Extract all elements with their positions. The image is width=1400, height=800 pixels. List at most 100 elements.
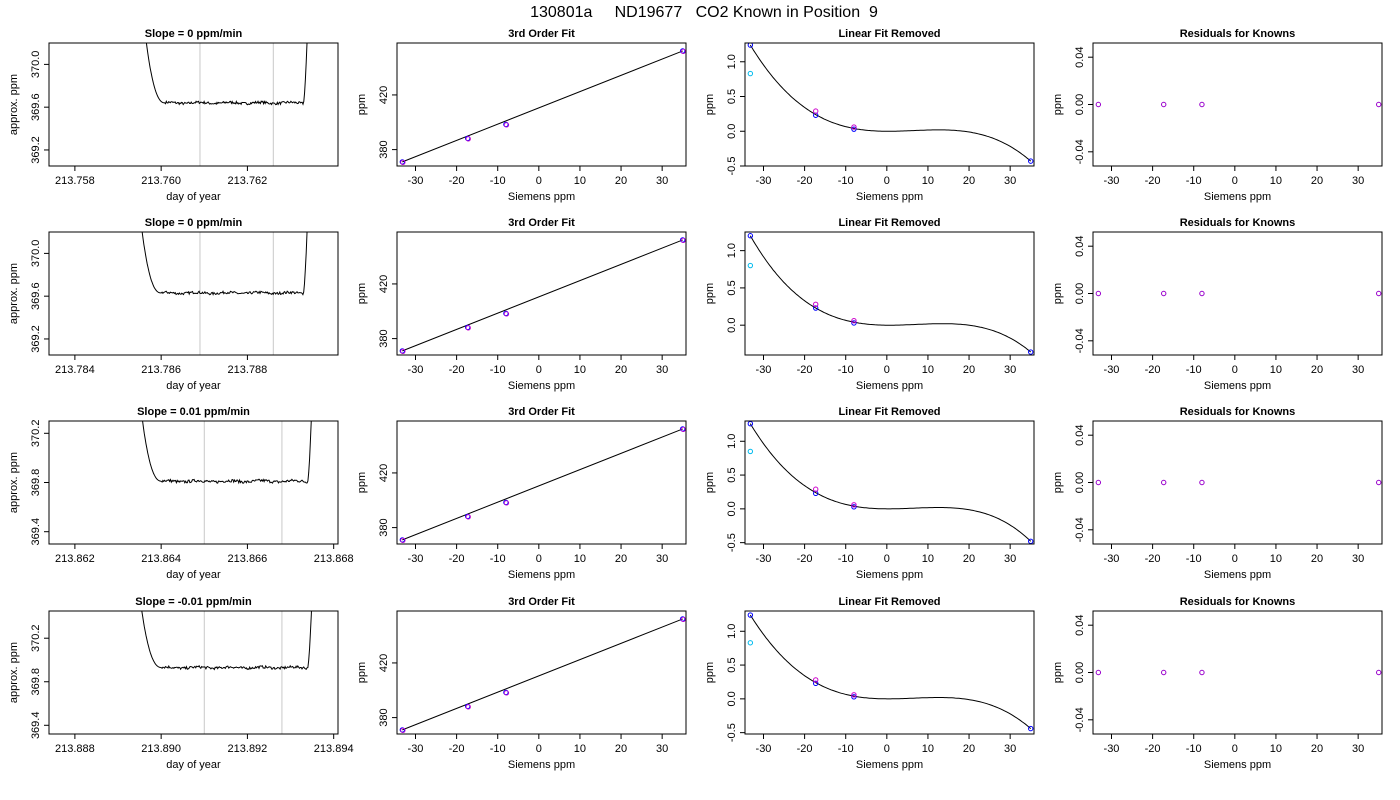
panel-title: Residuals for Knowns [1180,596,1296,608]
y-axis-label: ppm [356,283,368,304]
y-tick-label: 369.4 [30,518,42,546]
y-tick-label: 420 [378,464,390,482]
x-tick-label: -30 [1104,553,1120,565]
x-tick-label: -20 [1145,364,1161,376]
x-tick-label: -20 [797,553,813,565]
x-tick-label: -20 [797,743,813,755]
x-tick-label: 10 [1270,743,1282,755]
data-point-blue [851,126,857,132]
y-tick-label: 380 [378,708,390,726]
panel-title: Slope = -0.01 ppm/min [135,596,252,608]
data-point [465,324,471,331]
data-point-blue [813,305,819,311]
plot-area [142,421,312,544]
x-tick-label: 0 [1232,553,1238,565]
y-axis-label: ppm [1052,94,1064,115]
x-tick-label: -10 [1186,553,1202,565]
plot-area [399,237,686,354]
x-tick-label: 10 [922,553,934,565]
x-axis-label: Siemens ppm [508,380,575,392]
plot-frame [48,610,339,735]
x-tick-label: 30 [1352,553,1364,565]
x-axis-label: day of year [166,380,221,392]
plot-area [141,232,308,355]
data-point-cyan [747,640,754,646]
y-axis-label: approx. ppm [8,452,20,513]
chart-panel-timeseries-1: Slope = 0 ppm/min 213.784 213.786 213.788 36… [8,217,339,392]
data-point [503,121,509,128]
y-axis-label: ppm [356,662,368,683]
x-tick-label: 213.784 [55,364,95,376]
panel-title: Residuals for Knowns [1180,406,1296,418]
fit-line [402,50,683,163]
x-tick-label: 213.862 [55,553,95,565]
x-tick-label: 0 [1232,175,1238,187]
x-tick-label: -10 [490,364,506,376]
y-axis-label: ppm [704,283,716,304]
data-point-blue [747,43,754,48]
y-axis-label: ppm [356,472,368,493]
y-tick-label: 0.5 [726,657,738,672]
y-tick-label: 380 [378,518,390,536]
x-tick-label: -30 [1104,743,1120,755]
x-tick-label: -10 [838,175,854,187]
residual-curve [749,423,1032,542]
x-axis-label: Siemens ppm [1204,191,1271,203]
panel-title: Residuals for Knowns [1180,217,1296,229]
plot-area [747,612,1034,732]
data-point-overlay [503,690,510,696]
panel-title: Linear Fit Removed [838,217,940,229]
y-axis-label: approx. ppm [8,263,20,324]
residual-curve [749,44,1032,162]
data-point [399,727,406,733]
y-tick-label: 0.04 [1074,46,1086,67]
concentration-trace [142,421,312,485]
plot-frame [396,420,687,545]
data-point-blue [813,680,819,687]
y-axis-label: ppm [356,94,368,115]
figure-title: 130801a ND19677 CO2 Known in Position 9 [530,4,878,21]
y-tick-label: 0.0 [726,501,738,516]
x-tick-label: 30 [1352,364,1364,376]
data-point-overlay [465,325,471,331]
x-tick-label: -10 [1186,364,1202,376]
y-tick-label: 380 [378,329,390,347]
chart-panel-linear-removed-2: Linear Fit Removed -30 -20 -10 0 10 20 30 -0.5 0.… [704,406,1035,581]
y-tick-label: 370.0 [30,240,42,268]
x-tick-label: 10 [574,175,586,187]
chart-panel-residuals-3: Residuals for Knowns -30 -20 -10 0 10 20 30 -0.0… [1052,596,1383,771]
panel-title: Linear Fit Removed [838,406,940,418]
x-tick-label: 213.868 [314,553,354,565]
x-tick-label: 213.894 [314,743,354,755]
x-tick-label: 30 [656,364,668,376]
x-tick-label: -30 [1104,364,1120,376]
x-tick-label: 0 [536,364,542,376]
plot-area [747,421,1034,544]
x-tick-label: 10 [1270,175,1282,187]
x-tick-label: -20 [1145,743,1161,755]
y-tick-label: 0.00 [1074,662,1086,683]
plot-frame [48,42,339,167]
chart-panel-timeseries-0: Slope = 0 ppm/min 213.758 213.760 213.762 36… [8,28,339,203]
y-tick-label: 1.0 [726,434,738,449]
y-tick-label: 1.0 [726,54,738,69]
residual-point [1199,479,1205,486]
y-tick-label: 0.5 [726,89,738,104]
data-point-magenta [851,124,857,130]
data-point-overlay [503,122,510,128]
x-axis-label: day of year [166,191,221,203]
y-tick-label: 0.00 [1074,472,1086,493]
data-point-cyan [747,262,754,269]
x-tick-label: 30 [1352,175,1364,187]
x-tick-label: -20 [449,175,465,187]
data-point-overlay [503,311,510,317]
chart-panel-timeseries-3: Slope = -0.01 ppm/min 213.888 213.890 213.8… [8,596,354,771]
x-tick-label: 30 [656,743,668,755]
x-tick-label: 30 [1004,175,1016,187]
fit-line [402,428,683,541]
plot-area [399,48,686,165]
x-tick-label: 0 [536,743,542,755]
x-tick-label: -30 [756,743,772,755]
residual-point [1199,290,1205,297]
residual-point [1199,669,1205,676]
